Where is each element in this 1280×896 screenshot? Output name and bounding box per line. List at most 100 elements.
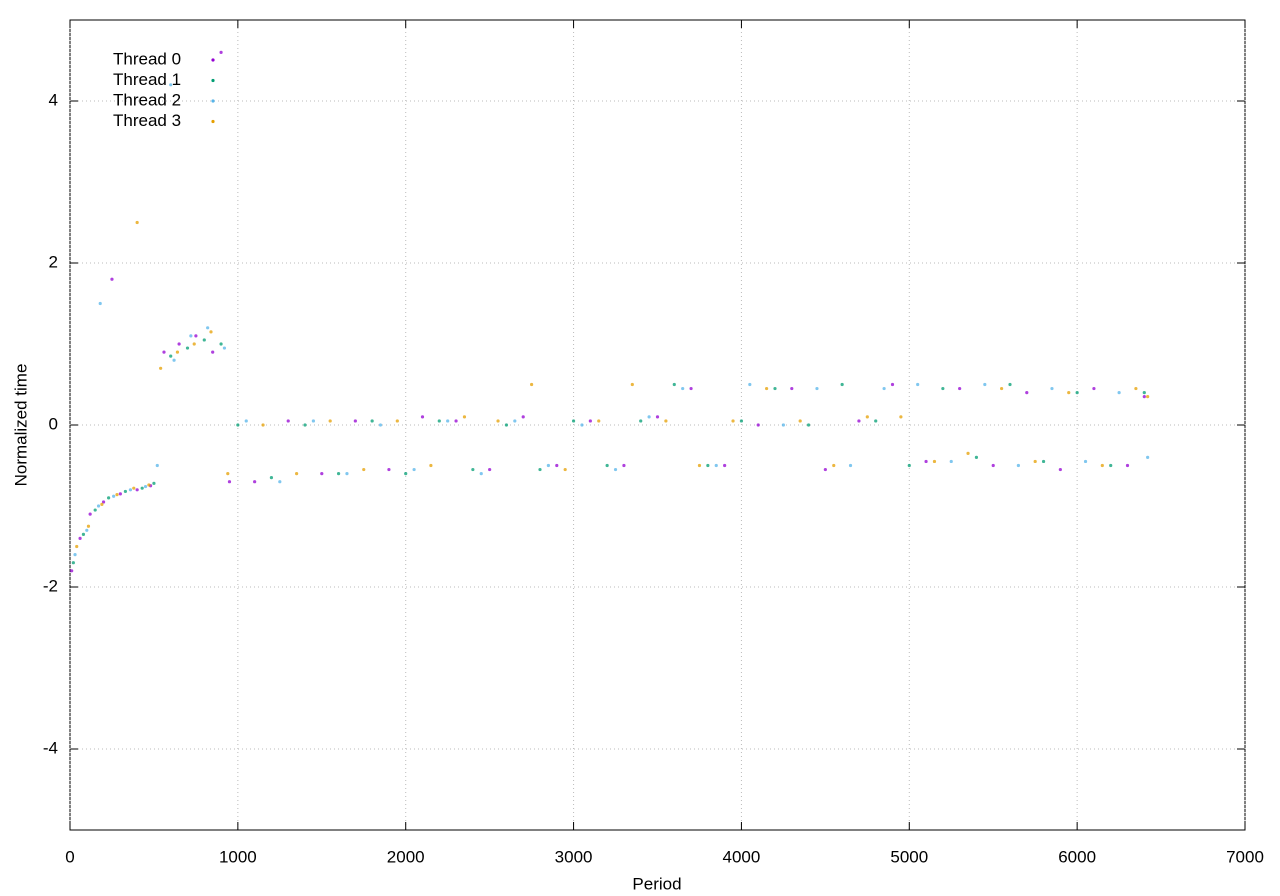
point <box>874 419 878 423</box>
point <box>681 386 685 391</box>
point <box>781 423 785 427</box>
legend-swatch <box>211 78 215 83</box>
x-tick-label: 6000 <box>1058 847 1096 866</box>
point <box>916 382 920 387</box>
point <box>429 463 433 468</box>
point <box>1092 386 1096 391</box>
point <box>378 423 383 427</box>
point <box>471 467 475 472</box>
point <box>143 484 148 489</box>
point <box>185 346 190 350</box>
point <box>206 326 210 330</box>
point <box>278 480 282 484</box>
point <box>1083 459 1088 464</box>
point <box>563 467 567 472</box>
point <box>1075 391 1079 395</box>
point <box>107 496 111 500</box>
point <box>848 463 853 468</box>
point <box>496 419 500 423</box>
point <box>840 382 844 387</box>
point <box>714 463 718 468</box>
x-tick-label: 2000 <box>387 847 425 866</box>
point <box>924 459 928 464</box>
point <box>123 489 127 494</box>
legend-swatch <box>211 119 215 124</box>
point <box>303 423 307 427</box>
point <box>420 415 425 419</box>
point <box>462 415 467 419</box>
point <box>336 472 341 476</box>
y-tick-label: 0 <box>49 414 58 433</box>
legend-swatch <box>211 99 215 103</box>
x-tick-label: 0 <box>65 847 74 866</box>
point <box>152 481 156 485</box>
point <box>135 220 139 225</box>
point <box>286 419 290 423</box>
point <box>597 419 601 423</box>
point <box>941 386 945 391</box>
point <box>723 463 727 468</box>
point <box>192 342 196 346</box>
point <box>899 415 903 419</box>
point <box>1041 459 1046 464</box>
point <box>605 463 609 468</box>
y-axis-label: Normalized time <box>11 364 30 487</box>
point <box>202 338 206 342</box>
point <box>370 419 374 423</box>
point <box>222 346 227 350</box>
point <box>269 476 274 480</box>
point <box>1142 391 1146 395</box>
point <box>622 463 626 468</box>
point <box>555 463 559 468</box>
point <box>504 423 509 427</box>
point <box>815 386 819 391</box>
point <box>93 508 97 512</box>
point <box>1008 382 1012 387</box>
point <box>857 419 861 423</box>
point <box>538 467 542 472</box>
legend-label: Thread 2 <box>113 90 181 109</box>
point <box>1109 463 1113 468</box>
point <box>78 536 82 541</box>
point <box>446 419 450 423</box>
point <box>395 419 399 423</box>
point <box>345 472 349 476</box>
point <box>169 354 173 358</box>
point <box>295 472 299 476</box>
point <box>112 494 116 498</box>
point <box>991 463 995 468</box>
point <box>353 419 357 423</box>
point <box>211 350 215 354</box>
point <box>70 569 74 573</box>
point <box>226 472 230 476</box>
point <box>128 488 133 492</box>
point <box>630 382 634 387</box>
point <box>75 544 79 549</box>
x-axis-label: Period <box>632 874 681 893</box>
point <box>1125 463 1130 468</box>
point <box>655 415 660 419</box>
point <box>530 382 534 387</box>
x-tick-label: 7000 <box>1226 847 1264 866</box>
legend-label: Thread 0 <box>113 49 181 68</box>
point <box>689 386 693 391</box>
point <box>1146 395 1150 399</box>
point <box>1142 395 1146 399</box>
point <box>1146 455 1150 459</box>
point <box>613 467 618 472</box>
point <box>135 488 139 492</box>
point <box>1100 463 1104 468</box>
point <box>765 386 769 391</box>
x-tick-label: 3000 <box>555 847 593 866</box>
point <box>219 50 223 55</box>
point <box>832 463 836 468</box>
point <box>236 423 240 427</box>
point <box>865 415 869 419</box>
y-tick-label: 2 <box>49 252 58 271</box>
point <box>1050 386 1054 391</box>
point <box>177 342 181 346</box>
point <box>521 415 525 419</box>
point <box>169 83 173 87</box>
point <box>488 467 492 472</box>
point <box>101 500 106 504</box>
